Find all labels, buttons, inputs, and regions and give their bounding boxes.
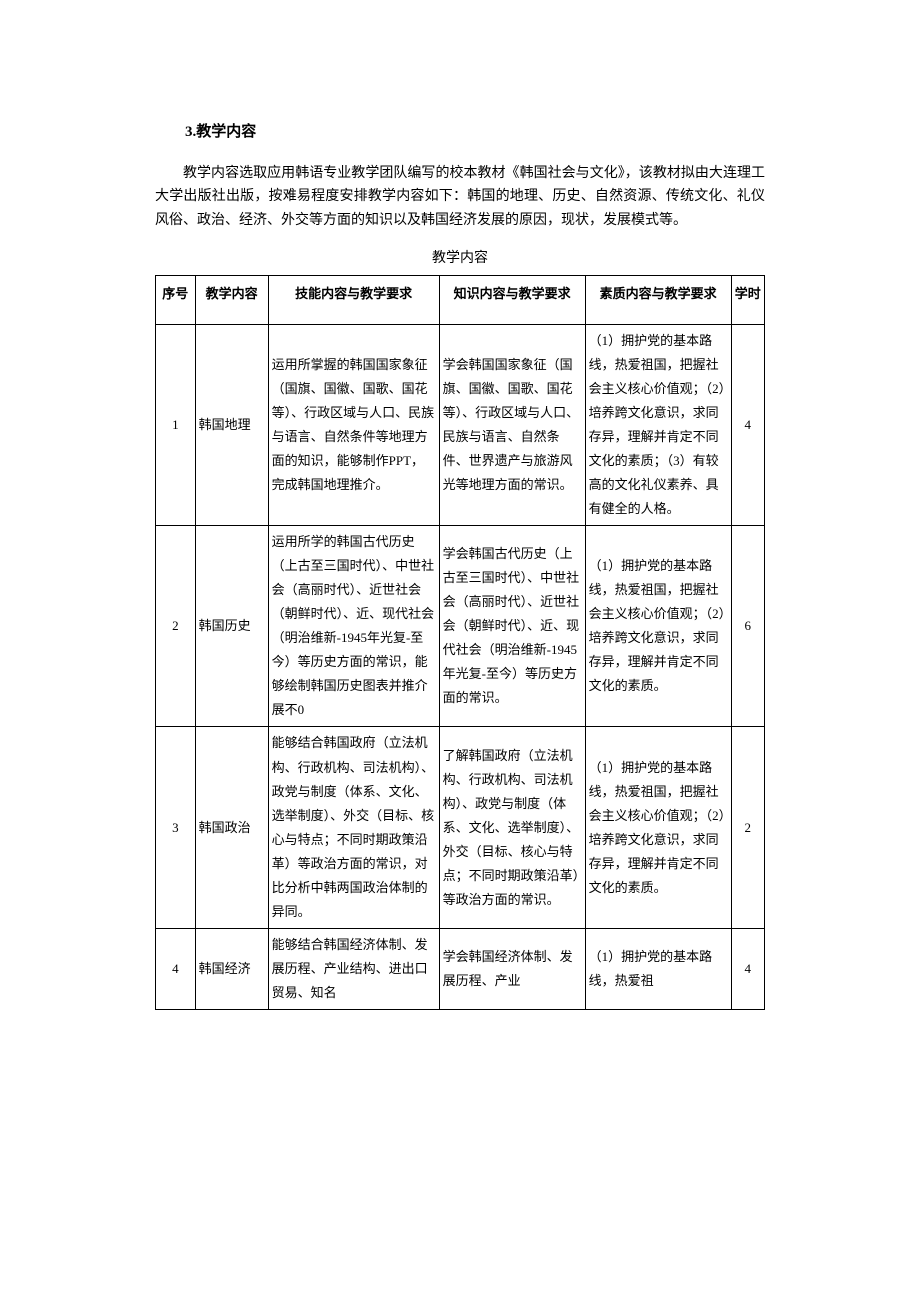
table-row: 3 韩国政治 能够结合韩国政府（立法机构、行政机构、司法机构）、政党与制度（体系…: [156, 727, 765, 928]
cell-topic: 韩国历史: [195, 526, 268, 727]
cell-index: 1: [156, 324, 196, 525]
cell-skill: 运用所掌握的韩国国家象征（国旗、国徽、国歌、国花等）、行政区域与人口、民族与语言…: [268, 324, 439, 525]
cell-index: 2: [156, 526, 196, 727]
cell-topic: 韩国政治: [195, 727, 268, 928]
intro-paragraph: 教学内容选取应用韩语专业教学团队编写的校本教材《韩国社会与文化》，该教材拟由大连…: [155, 162, 765, 233]
cell-hours: 2: [731, 727, 764, 928]
table-row: 1 韩国地理 运用所掌握的韩国国家象征（国旗、国徽、国歌、国花等）、行政区域与人…: [156, 324, 765, 525]
table-header-row: 序号 教学内容 技能内容与教学要求 知识内容与教学要求 素质内容与教学要求 学时: [156, 275, 765, 324]
cell-knowledge: 学会韩国国家象征（国旗、国徽、国歌、国花等）、行政区域与人口、民族与语言、自然条…: [439, 324, 585, 525]
col-header-skill: 技能内容与教学要求: [268, 275, 439, 324]
cell-skill: 能够结合韩国政府（立法机构、行政机构、司法机构）、政党与制度（体系、文化、选举制…: [268, 727, 439, 928]
table-caption: 教学内容: [155, 247, 765, 271]
cell-skill: 能够结合韩国经济体制、发展历程、产业结构、进出口贸易、知名: [268, 928, 439, 1009]
col-header-knowledge: 知识内容与教学要求: [439, 275, 585, 324]
cell-index: 4: [156, 928, 196, 1009]
cell-index: 3: [156, 727, 196, 928]
cell-knowledge: 学会韩国经济体制、发展历程、产业: [439, 928, 585, 1009]
section-heading: 3.教学内容: [155, 120, 765, 146]
cell-knowledge: 学会韩国古代历史（上古至三国时代）、中世社会（高丽时代）、近世社会（朝鲜时代）、…: [439, 526, 585, 727]
table-row: 4 韩国经济 能够结合韩国经济体制、发展历程、产业结构、进出口贸易、知名 学会韩…: [156, 928, 765, 1009]
cell-topic: 韩国地理: [195, 324, 268, 525]
cell-quality: （1）拥护党的基本路线，热爱祖国，把握社会主义核心价值观；（2）培养跨文化意识，…: [585, 324, 731, 525]
cell-quality: （1）拥护党的基本路线，热爱祖国，把握社会主义核心价值观；（2）培养跨文化意识，…: [585, 727, 731, 928]
cell-hours: 6: [731, 526, 764, 727]
content-table: 序号 教学内容 技能内容与教学要求 知识内容与教学要求 素质内容与教学要求 学时…: [155, 275, 765, 1010]
cell-topic: 韩国经济: [195, 928, 268, 1009]
col-header-hours: 学时: [731, 275, 764, 324]
cell-quality: （1）拥护党的基本路线，热爱祖国，把握社会主义核心价值观；（2）培养跨文化意识，…: [585, 526, 731, 727]
col-header-quality: 素质内容与教学要求: [585, 275, 731, 324]
cell-skill: 运用所学的韩国古代历史（上古至三国时代）、中世社会（高丽时代）、近世社会（朝鲜时…: [268, 526, 439, 727]
col-header-topic: 教学内容: [195, 275, 268, 324]
cell-knowledge: 了解韩国政府（立法机构、行政机构、司法机构）、政党与制度（体系、文化、选举制度）…: [439, 727, 585, 928]
cell-quality: （1）拥护党的基本路线，热爱祖: [585, 928, 731, 1009]
cell-hours: 4: [731, 928, 764, 1009]
col-header-index: 序号: [156, 275, 196, 324]
cell-hours: 4: [731, 324, 764, 525]
table-row: 2 韩国历史 运用所学的韩国古代历史（上古至三国时代）、中世社会（高丽时代）、近…: [156, 526, 765, 727]
